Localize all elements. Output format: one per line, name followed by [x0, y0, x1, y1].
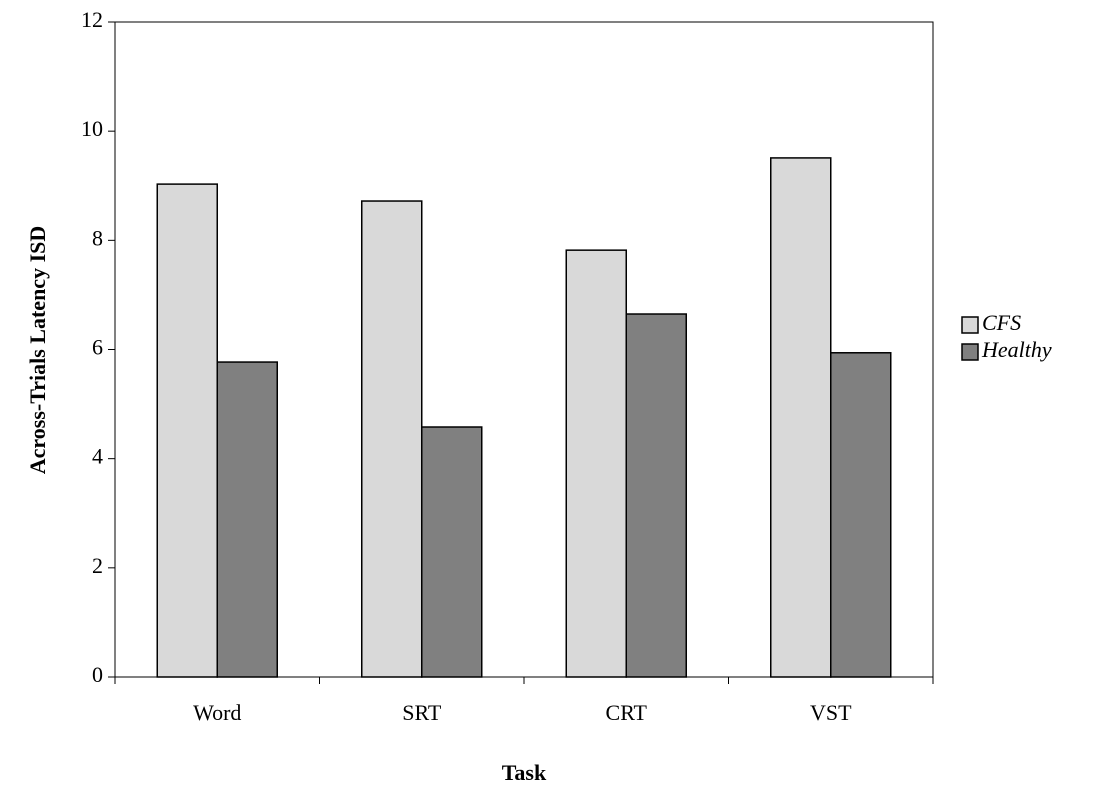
bar — [830, 352, 892, 678]
bar — [421, 426, 483, 678]
y-tick-label: 8 — [92, 225, 103, 250]
legend-swatch — [961, 316, 979, 334]
bar — [770, 157, 832, 678]
y-axis-title: Across-Trials Latency ISD — [25, 226, 50, 475]
x-tick-label: SRT — [402, 700, 442, 725]
legend-label: CFS — [982, 310, 1021, 335]
x-tick-label: VST — [810, 700, 852, 725]
bar — [156, 183, 218, 678]
y-tick-label: 0 — [92, 662, 103, 687]
y-tick-label: 2 — [92, 553, 103, 578]
y-tick-label: 4 — [92, 444, 103, 469]
bar — [625, 313, 687, 678]
y-tick-label: 10 — [81, 116, 103, 141]
x-tick-label: Word — [193, 700, 241, 725]
y-tick-label: 12 — [81, 7, 103, 32]
legend-label: Healthy — [981, 337, 1052, 362]
y-tick-label: 6 — [92, 335, 103, 360]
bar — [565, 249, 627, 678]
x-tick-label: CRT — [606, 700, 648, 725]
x-axis-title: Task — [502, 760, 547, 785]
bar — [361, 200, 423, 678]
legend-swatch — [961, 343, 979, 361]
bar — [216, 361, 278, 678]
